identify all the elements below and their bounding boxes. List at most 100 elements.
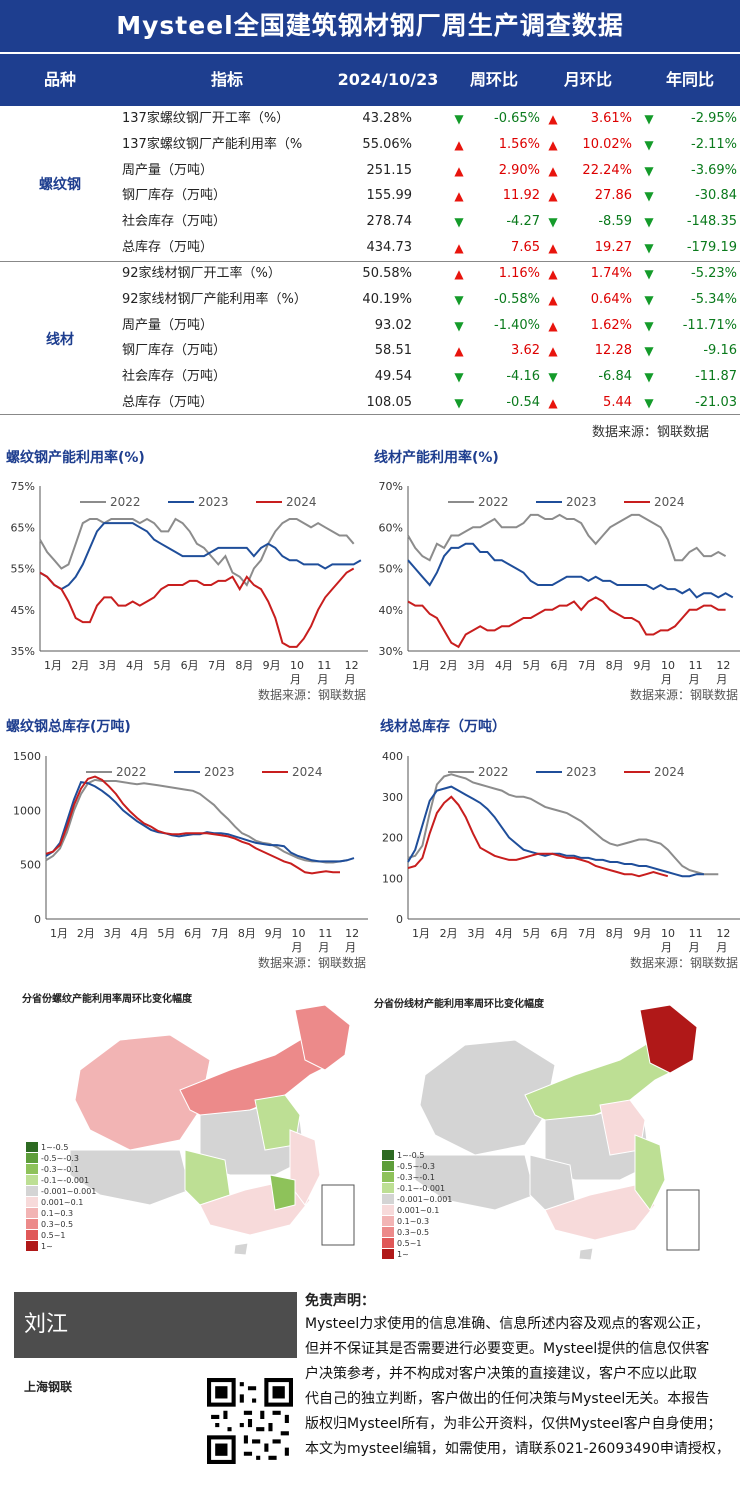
yoy-value: -179.19 bbox=[686, 240, 737, 255]
qr-code bbox=[207, 1378, 293, 1464]
x-tick-label: 6月 bbox=[181, 659, 199, 672]
x-tick-label: 12 月 bbox=[345, 659, 359, 686]
legend-swatch bbox=[382, 1150, 394, 1160]
legend-swatch bbox=[382, 1227, 394, 1237]
author-org: 上海钢联 bbox=[24, 1380, 73, 1394]
legend-swatch bbox=[26, 1208, 38, 1218]
table-row: 137家螺纹钢厂产能利用率（% 55.06% ▲ ▲ ▼ 1.56% 10.02% -2.11… bbox=[0, 132, 740, 158]
legend-item: -0.3~-0.1 bbox=[26, 1164, 96, 1175]
y-tick-label: 1500 bbox=[13, 750, 41, 763]
legend-item: 0.001~0.1 bbox=[26, 1197, 96, 1208]
x-tick-label: 2月 bbox=[77, 927, 95, 940]
map-wire bbox=[414, 1005, 700, 1261]
legend-label: -0.001~0.001 bbox=[397, 1195, 453, 1204]
legend-swatch bbox=[26, 1197, 38, 1207]
yoy-value: -3.69% bbox=[691, 162, 737, 178]
x-tick-label: 11 月 bbox=[317, 659, 331, 686]
triangle-down-icon: ▼ bbox=[548, 215, 558, 230]
header-indicator: 指标 bbox=[210, 70, 243, 89]
map-region-east bbox=[289, 1129, 321, 1206]
x-tick-label: 5月 bbox=[523, 927, 541, 940]
triangle-up-icon: ▲ bbox=[548, 318, 558, 333]
triangle-down-icon: ▼ bbox=[454, 215, 464, 230]
x-tick-label: 4月 bbox=[495, 927, 513, 940]
x-tick-label: 8月 bbox=[238, 927, 256, 940]
legend-swatch bbox=[26, 1142, 38, 1152]
x-tick-unit: 月 bbox=[318, 941, 329, 954]
map-inset bbox=[321, 1184, 355, 1246]
x-tick-label: 7月 bbox=[578, 927, 596, 940]
x-tick-label: 7月 bbox=[211, 927, 229, 940]
indicator-value: 40.19% bbox=[362, 291, 412, 307]
category-label: 螺纹钢 bbox=[39, 177, 81, 194]
x-tick-label: 9月 bbox=[263, 659, 281, 672]
table-row: 钢厂库存（万吨） 58.51 ▲ ▲ ▼ 3.62 12.28 -9.16 bbox=[0, 338, 740, 364]
triangle-up-icon: ▲ bbox=[454, 344, 464, 359]
indicator-name: 钢厂库存（万吨） bbox=[122, 188, 227, 204]
series-line-2024 bbox=[39, 567, 355, 648]
x-tick-label: 10 月 bbox=[661, 659, 675, 686]
x-tick-label: 5月 bbox=[157, 927, 175, 940]
x-tick-number: 10 bbox=[661, 659, 675, 672]
wow-value: 2.90% bbox=[498, 162, 540, 178]
disclaimer-line: 代自己的独立判断，客户做出的任何决策与Mysteel无关。本报告 bbox=[305, 1391, 710, 1407]
page-title: Mysteel全国建筑钢材钢厂周生产调查数据 bbox=[0, 0, 740, 52]
x-tick-label: 12 月 bbox=[716, 927, 730, 954]
chart-title-rebar-util: 螺纹钢产能利用率(%) bbox=[6, 450, 145, 466]
x-tick-unit: 月 bbox=[290, 673, 301, 686]
legend-item: 0.1~0.3 bbox=[26, 1208, 96, 1219]
header-mom: 月环比 bbox=[563, 70, 612, 89]
legend-label: 2023 bbox=[566, 495, 597, 509]
indicator-name: 总库存（万吨） bbox=[122, 395, 214, 410]
y-tick-label: 1000 bbox=[13, 804, 41, 817]
triangle-up-icon: ▲ bbox=[454, 137, 464, 152]
map-title-wire: 分省份线材产能利用率周环比变化幅度 bbox=[374, 999, 544, 1010]
legend-item: -0.1~-0.001 bbox=[26, 1175, 96, 1186]
chart-source: 数据来源：钢联数据 bbox=[258, 955, 366, 970]
legend-item: -0.5~-0.3 bbox=[382, 1161, 452, 1172]
triangle-up-icon: ▲ bbox=[548, 189, 558, 204]
yoy-value: -2.11% bbox=[691, 136, 737, 152]
x-tick-number: 10 bbox=[292, 927, 306, 940]
mom-value: 19.27 bbox=[594, 240, 632, 255]
legend-item: 1~ bbox=[26, 1241, 96, 1252]
x-tick-label: 6月 bbox=[550, 659, 568, 672]
x-tick-unit: 月 bbox=[716, 673, 727, 686]
table-row: 社会库存（万吨） 49.54 ▼ ▼ ▼ -4.16 -6.84 -11.87 bbox=[0, 364, 740, 390]
legend-label: 0.1~0.3 bbox=[41, 1209, 74, 1218]
legend-swatch bbox=[382, 1172, 394, 1182]
x-tick-label: 11 月 bbox=[689, 927, 703, 954]
map-legend-rebar: 1~-0.5 -0.5~-0.3 -0.3~-0.1 -0.1~-0.001 -0.00… bbox=[26, 1142, 96, 1252]
mom-value: -6.84 bbox=[598, 369, 632, 385]
y-tick-label: 65% bbox=[11, 521, 35, 534]
triangle-down-icon: ▼ bbox=[644, 267, 654, 281]
chart-rebar-utilization: 35%45%55%65%75%1月 2月 3月 4月 5月 6月 7月 8月 9月 10 月11 月1… bbox=[11, 480, 368, 702]
table-row: 总库存（万吨） 108.05 ▼ ▲ ▼ -0.54 5.44 -21.03 bbox=[0, 390, 740, 416]
x-tick-unit: 月 bbox=[689, 673, 700, 686]
chart-source: 数据来源：钢联数据 bbox=[630, 687, 738, 702]
indicator-value: 58.51 bbox=[374, 343, 412, 359]
wow-value: 1.16% bbox=[498, 266, 540, 281]
series-line-2023 bbox=[407, 785, 704, 878]
wow-value: -4.27 bbox=[506, 214, 540, 230]
map-legend-wire: 1~-0.5 -0.5~-0.3 -0.3~-0.1 -0.1~-0.001 -0.00… bbox=[382, 1150, 452, 1260]
x-tick-label: 1月 bbox=[50, 927, 68, 940]
yoy-value: -5.23% bbox=[691, 266, 737, 281]
legend-item: -0.001~0.001 bbox=[26, 1186, 96, 1197]
legend-swatch bbox=[382, 1161, 394, 1171]
x-tick-number: 10 bbox=[661, 927, 675, 940]
x-tick-label: 7月 bbox=[208, 659, 226, 672]
triangle-down-icon: ▼ bbox=[454, 370, 464, 385]
legend-item: 0.3~0.5 bbox=[382, 1227, 452, 1238]
indicator-value: 108.05 bbox=[366, 395, 413, 410]
indicator-name: 92家线材钢厂产能利用率（%） bbox=[122, 291, 307, 307]
x-tick-label: 10 月 bbox=[292, 927, 306, 954]
triangle-down-icon: ▼ bbox=[644, 137, 654, 152]
x-tick-unit: 月 bbox=[661, 673, 672, 686]
header-wow: 周环比 bbox=[469, 70, 518, 89]
x-tick-number: 12 bbox=[716, 659, 730, 672]
x-tick-label: 3月 bbox=[99, 659, 117, 672]
map-region-north-china bbox=[254, 1094, 301, 1151]
triangle-up-icon: ▲ bbox=[548, 267, 558, 281]
